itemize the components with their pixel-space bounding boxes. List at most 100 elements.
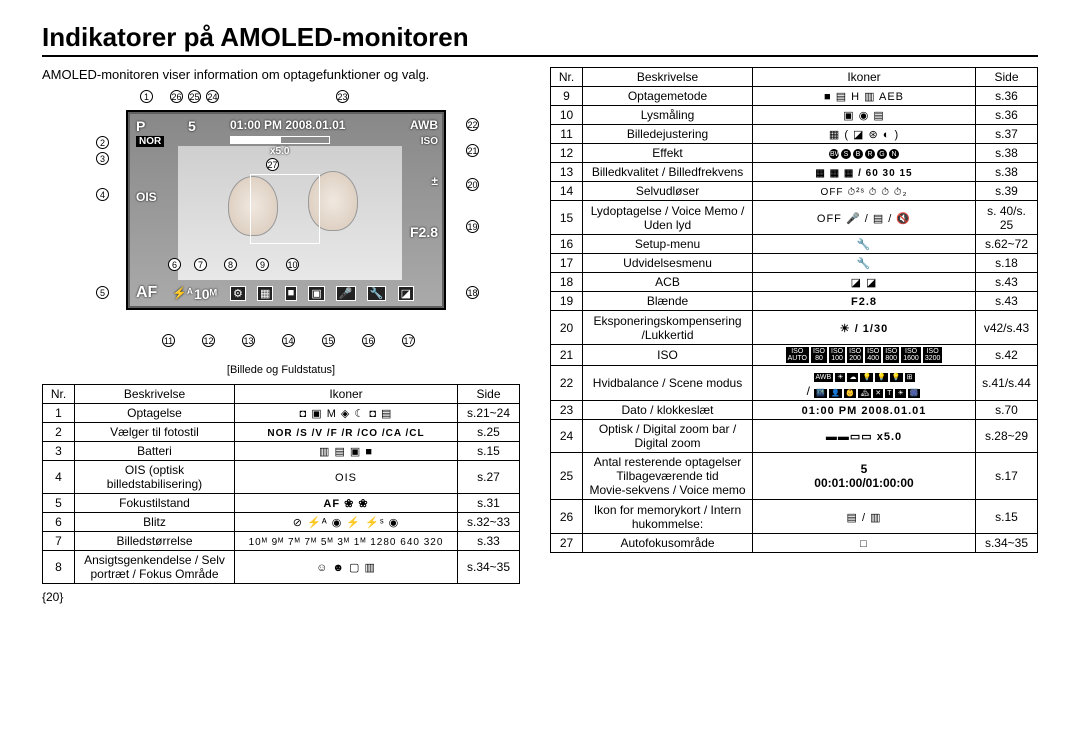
- reference-table-left: Nr. Beskrivelse Ikoner Side 1Optagelse◘ …: [42, 384, 520, 584]
- th-desc: Beskrivelse: [75, 385, 235, 404]
- table-row: 18ACB◪ ◪s.43: [551, 273, 1038, 292]
- table-row: 3Batteri▥ ▤ ▣ ■s.15: [43, 442, 520, 461]
- table-row: 11Billedejustering▦ ( ◪ ⊛ ◐ )s.37: [551, 125, 1038, 144]
- page-number: {20}: [42, 590, 1038, 604]
- cell-side: s.41/s.44: [976, 366, 1038, 401]
- cell-side: s.62~72: [976, 235, 1038, 254]
- iso-indicator: ISO: [421, 136, 438, 147]
- cell-desc: Lydoptagelse / Voice Memo / Uden lyd: [583, 201, 753, 235]
- table-row: 22Hvidbalance / Scene modusAWB☀☁💡💡💡⊞/ 🌃👤…: [551, 366, 1038, 401]
- cell-icon: □: [753, 534, 976, 553]
- cell-desc: Effekt: [583, 144, 753, 163]
- table-row: 5FokustilstandAF ❀ ❀s.31: [43, 494, 520, 513]
- cell-icon: ◘ ▣ M ◈ ☾ ◘ ▤: [235, 404, 458, 423]
- callout-8: 8: [224, 258, 237, 271]
- cell-nr: 6: [43, 513, 75, 532]
- table-row: 20Eksponeringskompensering /Lukkertid☀ /…: [551, 311, 1038, 345]
- cell-desc: Udvidelsesmenu: [583, 254, 753, 273]
- cell-side: s.39: [976, 182, 1038, 201]
- table-row: 27Autofokusområde□s.34~35: [551, 534, 1038, 553]
- table-row: 7Billedstørrelse10ᴹ 9ᴹ 7ᴹ 7ᴹ 5ᴹ 3ᴹ 1ᴹ 12…: [43, 532, 520, 551]
- af-indicator: AF: [136, 284, 157, 302]
- cell-side: s.33: [458, 532, 520, 551]
- cell-side: s.36: [976, 87, 1038, 106]
- callout-27: 27: [266, 158, 279, 171]
- table-row: 15Lydoptagelse / Voice Memo / Uden lydOF…: [551, 201, 1038, 235]
- cell-desc: Billedejustering: [583, 125, 753, 144]
- cell-desc: Antal resterende optagelserTilbageværend…: [583, 453, 753, 500]
- cell-desc: Optisk / Digital zoom bar / Digital zoom: [583, 420, 753, 453]
- callout-20: 20: [466, 178, 479, 191]
- cell-nr: 20: [551, 311, 583, 345]
- cell-nr: 15: [551, 201, 583, 235]
- cell-nr: 22: [551, 366, 583, 401]
- cell-side: s.31: [458, 494, 520, 513]
- cell-desc: Optagelse: [75, 404, 235, 423]
- cell-icon: ▥ ▤ ▣ ■: [235, 442, 458, 461]
- table-row: 12EffektBWSBRGNs.38: [551, 144, 1038, 163]
- cell-icon: 🔧: [753, 254, 976, 273]
- table-row: 17Udvidelsesmenu🔧s.18: [551, 254, 1038, 273]
- right-column: Nr. Beskrivelse Ikoner Side 9Optagemetod…: [550, 67, 1038, 584]
- cell-nr: 21: [551, 345, 583, 366]
- cell-nr: 4: [43, 461, 75, 494]
- th-nr: Nr.: [43, 385, 75, 404]
- table-row: 19BlændeF2.8s.43: [551, 292, 1038, 311]
- cell-desc: Vælger til fotostil: [75, 423, 235, 442]
- cell-side: s.43: [976, 292, 1038, 311]
- cell-icon: F2.8: [753, 292, 976, 311]
- callout-7: 7: [194, 258, 207, 271]
- cell-side: s.28~29: [976, 420, 1038, 453]
- cell-side: s.37: [976, 125, 1038, 144]
- callout-13: 13: [242, 334, 255, 347]
- callout-4: 4: [96, 188, 109, 201]
- cell-side: s.70: [976, 401, 1038, 420]
- table-row: 9Optagemetode■ ▤ H ▥ AEBs.36: [551, 87, 1038, 106]
- table-row: 6Blitz⊘ ⚡ᴬ ◉ ⚡ ⚡ˢ ◉s.32~33: [43, 513, 520, 532]
- zoom-value: x5.0: [270, 146, 289, 157]
- th-side: Side: [976, 68, 1038, 87]
- cell-nr: 3: [43, 442, 75, 461]
- cell-nr: 26: [551, 500, 583, 534]
- cell-icon: ◪ ◪: [753, 273, 976, 292]
- cell-side: v42/s.43: [976, 311, 1038, 345]
- cell-desc: Blitz: [75, 513, 235, 532]
- table-row: 10Lysmåling▣ ◉ ▤s.36: [551, 106, 1038, 125]
- bottom-icon-row: ⚙▦■▣🎤🔧◪: [230, 286, 414, 301]
- cell-desc: Billedstørrelse: [75, 532, 235, 551]
- cell-desc: Lysmåling: [583, 106, 753, 125]
- table-row: 13Billedkvalitet / Billedfrekvens▦ ▦ ▦ /…: [551, 163, 1038, 182]
- cell-icon: 🔧: [753, 235, 976, 254]
- cell-desc: Blænde: [583, 292, 753, 311]
- table-row: 2Vælger til fotostilNOR /S /V /F /R /CO …: [43, 423, 520, 442]
- cell-side: s.15: [976, 500, 1038, 534]
- figure-caption: [Billede og Fuldstatus]: [42, 364, 520, 376]
- th-nr: Nr.: [551, 68, 583, 87]
- callout-6: 6: [168, 258, 181, 271]
- mode-indicator: P: [136, 118, 145, 134]
- th-icon: Ikoner: [235, 385, 458, 404]
- cell-nr: 14: [551, 182, 583, 201]
- table-row: 21ISOISOAUTOISO80ISO100ISO200ISO400ISO80…: [551, 345, 1038, 366]
- callout-22: 22: [466, 118, 479, 131]
- cell-icon: 01:00 PM 2008.01.01: [753, 401, 976, 420]
- cell-desc: OIS (optisk billedstabilisering): [75, 461, 235, 494]
- table-row: 23Dato / klokkeslæt01:00 PM 2008.01.01s.…: [551, 401, 1038, 420]
- ois-indicator: OIS: [136, 190, 157, 204]
- cell-nr: 25: [551, 453, 583, 500]
- cell-desc: Autofokusområde: [583, 534, 753, 553]
- cell-icon: AWB☀☁💡💡💡⊞/ 🌃👤👶🏔✕T☀🎆: [753, 366, 976, 401]
- cell-icon: 10ᴹ 9ᴹ 7ᴹ 7ᴹ 5ᴹ 3ᴹ 1ᴹ 1280 640 320: [235, 532, 458, 551]
- cell-desc: Batteri: [75, 442, 235, 461]
- cell-side: s.18: [976, 254, 1038, 273]
- cell-icon: OFF 🎤 / ▤ / 🔇: [753, 201, 976, 235]
- cell-nr: 10: [551, 106, 583, 125]
- th-side: Side: [458, 385, 520, 404]
- cell-side: s.43: [976, 273, 1038, 292]
- cell-desc: Billedkvalitet / Billedfrekvens: [583, 163, 753, 182]
- cell-side: s.36: [976, 106, 1038, 125]
- cell-nr: 16: [551, 235, 583, 254]
- camera-display: P 5 01:00 PM 2008.01.01 AWB NOR ISO x5.0…: [126, 110, 446, 310]
- reference-table-right: Nr. Beskrivelse Ikoner Side 9Optagemetod…: [550, 67, 1038, 553]
- cell-icon: OFF ⏱²ˢ ⏱ ⏱ ⏱₂: [753, 182, 976, 201]
